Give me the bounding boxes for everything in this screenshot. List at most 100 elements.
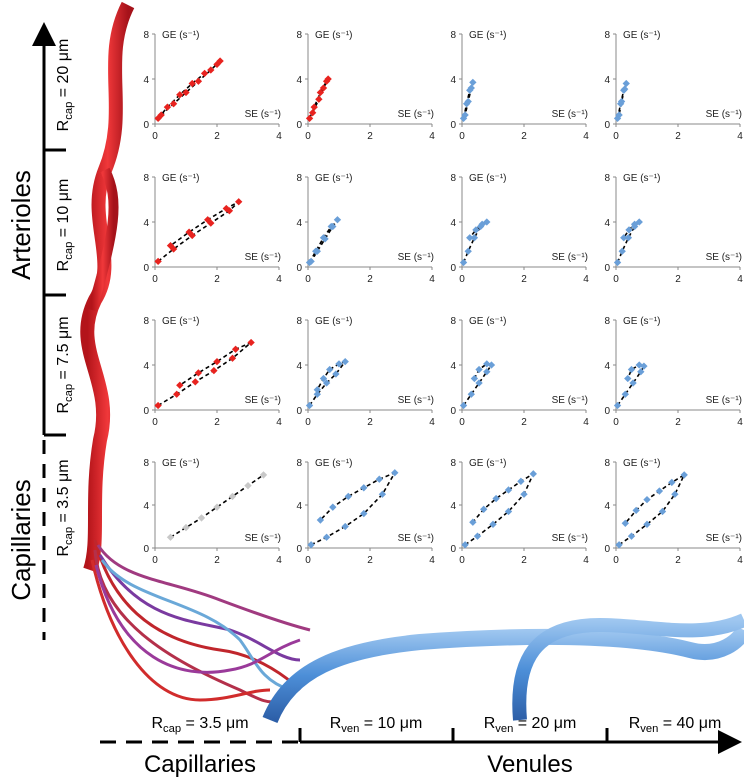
capillaries-bottom-label: Capillaries — [144, 751, 256, 778]
data-point — [228, 492, 237, 501]
y-axis-title: GE (s⁻¹) — [315, 458, 353, 469]
data-point — [627, 532, 636, 540]
x-tick-label: 2 — [214, 131, 220, 142]
data-point — [459, 258, 468, 267]
data-point — [344, 492, 352, 501]
label-subscript: cap — [163, 723, 181, 735]
y-tick-label: 0 — [296, 120, 302, 131]
data-point — [310, 103, 318, 111]
data-point — [247, 338, 255, 347]
small-chart: 0 4 8 0 2 4 GE (s⁻¹) SE (s⁻¹) — [604, 316, 743, 428]
data-point — [617, 97, 626, 106]
y-axis-title: GE (s⁻¹) — [469, 458, 507, 469]
data-point — [517, 477, 525, 486]
small-chart: 0 4 8 0 2 4 GE (s⁻¹) SE (s⁻¹) — [296, 30, 435, 142]
data-point — [504, 507, 513, 516]
data-point — [194, 77, 203, 85]
x-axis-title: SE (s⁻¹) — [706, 395, 742, 406]
y-tick-label: 8 — [450, 173, 456, 184]
small-chart: 0 4 8 0 2 4 GE (s⁻¹) SE (s⁻¹) — [450, 316, 589, 428]
data-point — [489, 520, 497, 529]
small-chart: 0 4 8 0 2 4 GE (s⁻¹) SE (s⁻¹) — [450, 173, 589, 285]
small-chart: 0 4 8 0 2 4 GE (s⁻¹) SE (s⁻¹) — [143, 30, 282, 142]
data-point — [466, 234, 474, 242]
data-point — [637, 368, 645, 376]
y-tick-label: 0 — [450, 263, 456, 274]
x-axis-title: SE (s⁻¹) — [398, 109, 434, 120]
x-tick-label: 0 — [459, 274, 465, 285]
y-axis-title: GE (s⁻¹) — [623, 458, 661, 469]
label-symbol: R — [55, 545, 72, 557]
y-tick-label: 8 — [450, 458, 456, 469]
data-point — [197, 514, 206, 522]
trajectory-line — [157, 201, 240, 263]
data-point — [478, 220, 486, 228]
x-tick-label: 4 — [737, 274, 743, 285]
data-point — [335, 360, 343, 368]
small-chart: 0 4 8 0 2 4 GE (s⁻¹) SE (s⁻¹) — [604, 458, 743, 566]
data-point — [222, 204, 230, 213]
x-tick-label: 2 — [675, 417, 681, 428]
y-tick-label: 8 — [604, 30, 610, 41]
data-point — [154, 401, 162, 410]
x-tick-label: 4 — [583, 417, 589, 428]
x-axis-title: SE (s⁻¹) — [398, 533, 434, 544]
x-tick-label: 0 — [305, 274, 311, 285]
x-axis-title: SE (s⁻¹) — [245, 252, 281, 263]
data-point — [157, 111, 165, 119]
small-chart: 0 4 8 0 2 4 GE (s⁻¹) SE (s⁻¹) — [296, 316, 435, 428]
label-subscript: cap — [63, 384, 75, 402]
arterioles-label: Arterioles — [6, 170, 36, 280]
data-point — [210, 366, 218, 375]
small-chart: 0 4 8 0 2 4 GE (s⁻¹) SE (s⁻¹) — [450, 30, 589, 142]
x-tick-label: 0 — [459, 131, 465, 142]
y-axis-title: GE (s⁻¹) — [469, 173, 507, 184]
data-point — [630, 220, 639, 228]
x-tick-label: 2 — [367, 417, 373, 428]
x-tick-label: 0 — [152, 555, 158, 566]
x-tick-label: 4 — [737, 555, 743, 566]
trajectory-line — [157, 341, 252, 407]
data-point — [315, 95, 323, 103]
x-tick-label: 4 — [429, 555, 435, 566]
data-point — [621, 390, 629, 398]
data-point — [188, 79, 196, 88]
data-point — [520, 490, 528, 498]
y-tick-label: 8 — [143, 458, 149, 469]
data-point — [469, 78, 477, 87]
trajectory-line — [464, 471, 536, 546]
row-label: Rcap = 20 μm — [55, 39, 75, 132]
data-point — [200, 69, 209, 78]
data-point — [316, 88, 325, 97]
y-tick-label: 0 — [450, 406, 456, 417]
data-point — [625, 226, 633, 234]
y-tick-label: 4 — [604, 501, 610, 512]
data-point — [228, 354, 237, 362]
x-tick-label: 4 — [583, 555, 589, 566]
data-point — [467, 390, 475, 398]
label-symbol: R — [55, 120, 72, 132]
x-axis-title: SE (s⁻¹) — [706, 533, 742, 544]
y-tick-label: 4 — [604, 218, 610, 229]
data-point — [391, 469, 399, 477]
y-axis-title: GE (s⁻¹) — [162, 458, 200, 469]
data-point — [622, 79, 630, 88]
data-point — [464, 97, 472, 106]
x-tick-label: 0 — [152, 274, 158, 285]
label-symbol: R — [629, 715, 641, 732]
x-tick-label: 2 — [675, 274, 681, 285]
y-tick-label: 4 — [143, 501, 149, 512]
y-tick-label: 8 — [143, 30, 149, 41]
y-tick-label: 4 — [604, 75, 610, 86]
y-tick-label: 4 — [450, 361, 456, 372]
data-point — [360, 509, 368, 518]
x-tick-label: 2 — [214, 274, 220, 285]
capillaries-label: Capillaries — [6, 479, 36, 600]
label-symbol: R — [151, 715, 163, 732]
y-axis-title: GE (s⁻¹) — [469, 316, 507, 327]
y-tick-label: 4 — [450, 218, 456, 229]
data-point — [169, 100, 178, 108]
x-tick-label: 4 — [276, 555, 282, 566]
data-point — [305, 401, 314, 410]
y-tick-label: 8 — [450, 30, 456, 41]
